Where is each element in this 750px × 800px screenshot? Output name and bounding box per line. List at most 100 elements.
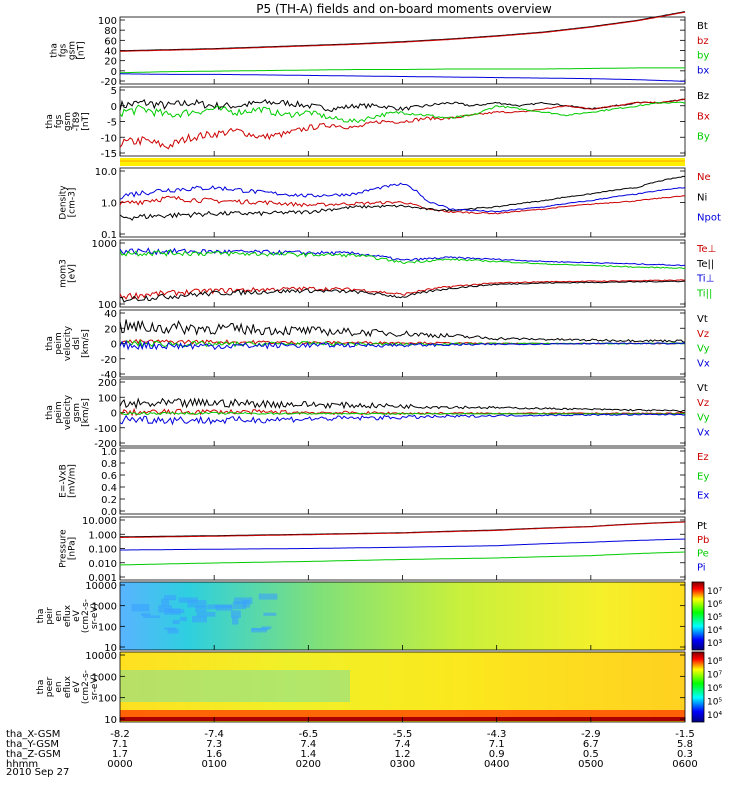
legend-bx: bx bbox=[697, 65, 709, 76]
y-tick-label: -40 bbox=[101, 370, 117, 381]
x-tick-label: 5.8 bbox=[677, 739, 693, 750]
legend-Vx: Vx bbox=[697, 358, 710, 369]
heatmap-cell bbox=[164, 608, 181, 615]
y-tick-label: 5 bbox=[111, 86, 117, 97]
heatmap-cell bbox=[172, 619, 180, 625]
colorbar-tick-label: 10⁸ bbox=[707, 657, 722, 667]
x-axis-row-label: hhmm bbox=[6, 759, 38, 770]
heatmap-cell bbox=[131, 604, 150, 612]
y-axis-label: (cm2-s- bbox=[81, 599, 91, 633]
x-tick-label: 7.4 bbox=[300, 739, 316, 750]
legend-Pt: Pt bbox=[697, 521, 707, 532]
y-axis-label: tha bbox=[36, 609, 46, 624]
x-tick-label: -6.5 bbox=[299, 729, 319, 740]
heatmap-cell bbox=[216, 604, 233, 611]
y-axis-label: [km/s] bbox=[81, 329, 91, 358]
colorbar bbox=[691, 581, 705, 651]
legend-Te⊥: Te⊥ bbox=[696, 244, 716, 255]
panel-p3: 10.0 1.0 0.1 Density [cm-3] Ne Ni Npot bbox=[59, 167, 721, 241]
y-axis-label: fgs bbox=[54, 114, 64, 128]
x-tick-label: -8.2 bbox=[110, 729, 130, 740]
legend-Ni: Ni bbox=[697, 192, 707, 203]
colorbar-tick-label: 10⁵ bbox=[707, 613, 722, 623]
heatmap-cell bbox=[261, 626, 272, 629]
y-axis-label: [nT] bbox=[81, 112, 91, 130]
y-axis-label: dsl bbox=[72, 337, 82, 350]
y-axis-label: peim bbox=[54, 332, 64, 355]
y-tick-label: 0.010 bbox=[88, 559, 117, 570]
panel-p4: 1000 100 mom3 [eV] Te⊥ Te|| Ti⊥ Ti|| bbox=[59, 239, 717, 311]
y-tick-label: 200 bbox=[98, 378, 117, 389]
colorbar-tick-label: 10⁶ bbox=[707, 684, 722, 694]
series-Te|| bbox=[119, 280, 686, 303]
y-axis-label: peer bbox=[45, 676, 55, 697]
series-Vy bbox=[119, 411, 685, 416]
legend-Vz: Vz bbox=[697, 329, 709, 340]
y-tick-label: -10 bbox=[101, 133, 117, 144]
y-axis-label: velocity bbox=[63, 325, 73, 361]
y-tick-label: 100 bbox=[98, 16, 117, 27]
y-axis-label: tha bbox=[45, 114, 55, 129]
series-Bx bbox=[119, 98, 686, 150]
legend-Ex: Ex bbox=[697, 491, 709, 502]
y-axis-label: -T89 bbox=[72, 112, 82, 132]
y-axis-label: Density bbox=[59, 185, 69, 220]
y-axis-label: gsm bbox=[63, 112, 73, 131]
x-tick-label: -2.9 bbox=[581, 729, 601, 740]
y-tick-label: 0.8 bbox=[101, 459, 117, 470]
panel-p5: 40 20 0 -20 -40 tha peim velocity dsl [km/s] Vt Vz V… bbox=[45, 309, 710, 381]
legend-Bx: Bx bbox=[697, 111, 710, 122]
status-bar-stripe bbox=[120, 160, 685, 162]
y-tick-label: 10000 bbox=[85, 651, 117, 662]
colorbar-tick-label: 10⁴ bbox=[707, 711, 722, 721]
series-Vt bbox=[119, 397, 686, 413]
colorbar-tick-label: 10⁴ bbox=[707, 626, 722, 636]
x-tick-label: 0.5 bbox=[583, 749, 599, 760]
x-tick-label: -5.5 bbox=[393, 729, 413, 740]
series-Vx bbox=[119, 413, 686, 426]
y-axis-label: peim bbox=[54, 401, 64, 424]
x-axis-row-label: tha_X-GSM bbox=[6, 729, 60, 740]
y-axis-label: sr-eV) bbox=[90, 603, 100, 629]
y-tick-label: 0 bbox=[111, 340, 117, 351]
legend-by: by bbox=[697, 51, 709, 62]
legend-Ti||: Ti|| bbox=[696, 288, 712, 299]
heatmap-band bbox=[120, 670, 350, 702]
y-tick-label: 0 bbox=[111, 102, 117, 113]
y-axis-label: sr-eV) bbox=[90, 674, 100, 700]
x-tick-label: 1.2 bbox=[395, 749, 411, 760]
series-bz bbox=[120, 11, 686, 52]
x-tick-label: 0600 bbox=[672, 759, 697, 770]
x-tick-label: -1.5 bbox=[675, 729, 695, 740]
y-axis-label: gsm bbox=[68, 41, 78, 60]
y-axis-label: Pressure bbox=[59, 529, 69, 568]
heatmap-cell bbox=[234, 597, 253, 604]
heatmap-cell bbox=[195, 605, 207, 613]
y-axis-label: gsm bbox=[72, 403, 82, 422]
y-tick-label: 0 bbox=[111, 409, 117, 420]
legend-Ne: Ne bbox=[697, 172, 711, 183]
series-Ti|| bbox=[119, 249, 685, 269]
heatmap-cell bbox=[263, 612, 277, 616]
legend-Ti⊥: Ti⊥ bbox=[696, 274, 714, 285]
y-tick-label: 100 bbox=[98, 393, 117, 404]
legend-bz: bz bbox=[697, 36, 709, 47]
x-tick-label: 0300 bbox=[390, 759, 415, 770]
y-axis-label: eflux bbox=[63, 604, 73, 627]
y-tick-label: 20 bbox=[104, 57, 117, 68]
x-axis-row-label: tha_Y-GSM bbox=[6, 739, 59, 750]
series-bx bbox=[120, 73, 685, 82]
legend-By: By bbox=[697, 132, 710, 143]
y-tick-label: -100 bbox=[94, 424, 117, 435]
y-axis-label: [km/s] bbox=[81, 398, 91, 427]
legend-Bt: Bt bbox=[697, 21, 708, 32]
y-tick-label: 20 bbox=[104, 324, 117, 335]
x-tick-label: -4.3 bbox=[487, 729, 507, 740]
y-tick-label: 0.1 bbox=[101, 230, 117, 241]
panel-frame bbox=[119, 86, 686, 157]
legend-Vz: Vz bbox=[697, 398, 709, 409]
legend-Ez: Ez bbox=[697, 452, 709, 463]
y-tick-label: 10 bbox=[104, 643, 117, 654]
panel-p10: 10⁸ 10⁷ 10⁶ 10⁵ 10⁴ 10000 1000 100 10 tha peer en ef… bbox=[36, 651, 722, 726]
